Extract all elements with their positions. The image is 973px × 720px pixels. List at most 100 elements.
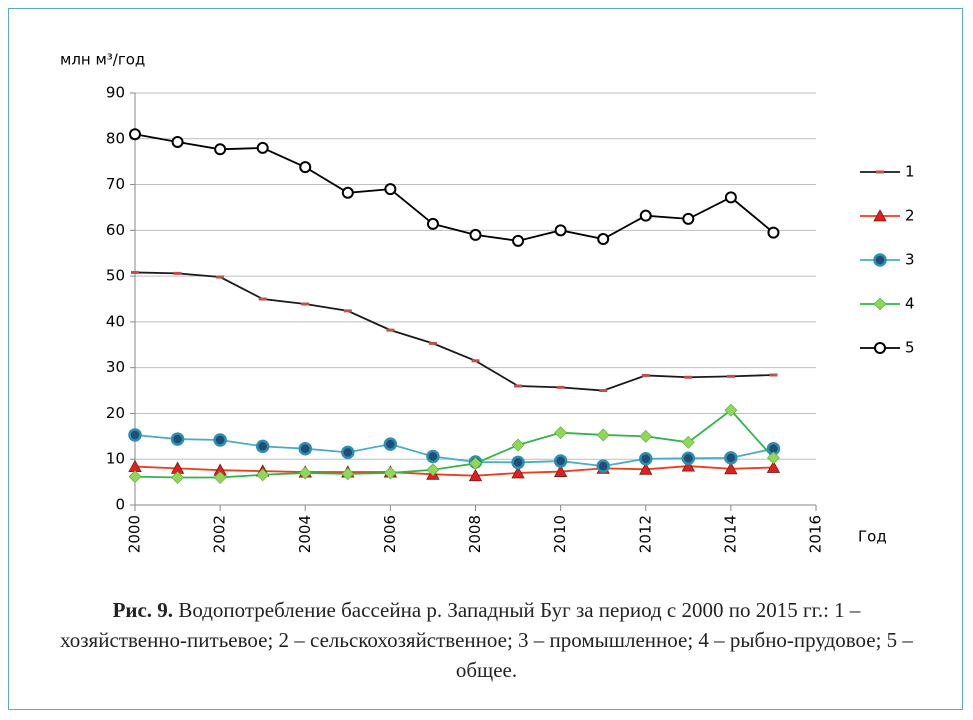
x-tick-label: 2016 — [807, 515, 825, 553]
x-tick-label: 2010 — [551, 515, 569, 553]
marker — [129, 128, 141, 141]
caption-label: Рис. 9. — [112, 598, 174, 622]
marker — [597, 233, 610, 246]
marker — [256, 141, 269, 154]
marker — [298, 441, 312, 456]
series-line — [134, 465, 774, 477]
caption-text: Водопотребление бассейна р. Западный Буг… — [60, 598, 913, 682]
x-tick-label: 2014 — [721, 515, 739, 553]
x-tick-label: 2006 — [381, 515, 399, 553]
x-axis-label: Год — [858, 528, 887, 546]
marker — [641, 373, 650, 377]
marker — [214, 143, 227, 156]
marker — [596, 428, 610, 442]
marker — [256, 468, 270, 482]
marker — [874, 342, 886, 354]
marker — [170, 432, 185, 446]
marker — [556, 385, 565, 389]
marker — [426, 463, 440, 477]
marker — [426, 449, 440, 464]
marker — [171, 471, 184, 484]
marker — [873, 297, 887, 311]
legend-label: 1 — [905, 163, 915, 181]
marker — [514, 384, 523, 388]
legend-label: 5 — [905, 339, 915, 357]
x-tick-label: 2004 — [296, 515, 314, 553]
marker — [128, 470, 142, 484]
marker — [639, 429, 653, 443]
y-axis-label: млн м³/год — [60, 51, 145, 69]
marker — [553, 464, 568, 477]
y-tick-label: 90 — [106, 84, 125, 102]
marker — [596, 459, 610, 473]
marker — [873, 209, 887, 222]
x-tick-label: 2008 — [466, 515, 484, 553]
marker — [724, 403, 738, 417]
marker — [599, 389, 608, 393]
marker — [341, 186, 354, 199]
marker — [681, 435, 695, 449]
marker — [216, 275, 225, 279]
marker — [769, 373, 778, 377]
marker — [681, 459, 695, 472]
marker — [766, 460, 781, 473]
marker — [724, 451, 738, 465]
marker — [428, 341, 437, 345]
y-tick-label: 20 — [106, 404, 125, 422]
legend-label: 2 — [905, 207, 915, 225]
marker — [767, 451, 780, 465]
marker — [301, 302, 310, 306]
marker — [341, 467, 355, 481]
marker — [512, 234, 525, 247]
marker — [131, 270, 139, 274]
y-tick-label: 0 — [115, 496, 125, 514]
marker — [684, 375, 693, 379]
series-line — [134, 434, 774, 467]
y-tick-label: 60 — [106, 221, 125, 239]
x-tick-label: 2012 — [636, 515, 654, 553]
marker — [471, 359, 480, 363]
marker — [173, 271, 182, 275]
marker — [299, 161, 312, 174]
marker — [511, 455, 525, 470]
marker — [343, 309, 352, 313]
y-tick-label: 40 — [106, 312, 125, 330]
marker — [554, 224, 567, 237]
figure-frame — [8, 8, 963, 710]
caption: Рис. 9. Водопотребление бассейна р. Запа… — [60, 595, 913, 685]
marker — [724, 462, 738, 475]
marker — [213, 471, 227, 484]
y-tick-label: 30 — [106, 358, 125, 376]
marker — [426, 217, 439, 230]
marker — [298, 466, 312, 480]
marker — [767, 226, 780, 239]
marker — [255, 439, 270, 454]
legend-label: 3 — [905, 251, 915, 269]
marker — [128, 428, 142, 442]
marker — [876, 170, 884, 174]
marker — [468, 468, 483, 482]
y-tick-label: 70 — [106, 175, 125, 193]
marker — [681, 451, 696, 466]
legend-label: 4 — [905, 295, 915, 313]
marker — [386, 328, 395, 332]
marker — [171, 135, 184, 148]
marker — [724, 191, 737, 204]
marker — [726, 374, 735, 378]
marker — [469, 456, 482, 470]
y-tick-label: 80 — [106, 129, 125, 147]
marker — [384, 183, 397, 196]
marker — [639, 209, 652, 222]
series-line — [134, 133, 775, 242]
y-tick-label: 10 — [106, 450, 125, 468]
marker — [383, 466, 397, 480]
marker — [682, 212, 695, 225]
marker — [873, 253, 887, 267]
series-line — [134, 271, 774, 392]
x-tick-label: 2002 — [211, 515, 229, 553]
series-line — [134, 409, 775, 479]
marker — [554, 426, 568, 440]
marker — [469, 228, 482, 241]
marker — [511, 438, 525, 452]
